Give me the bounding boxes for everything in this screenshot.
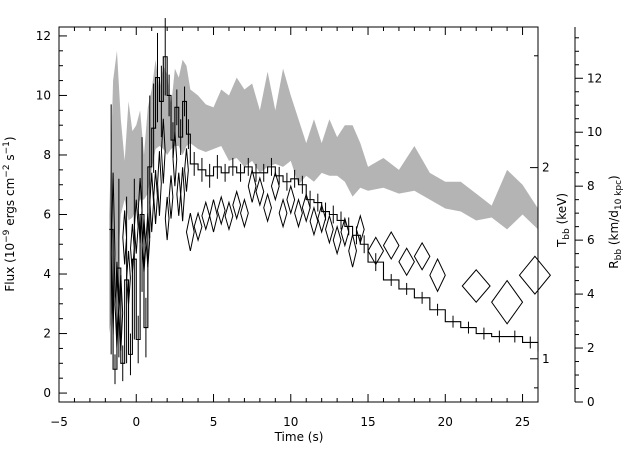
x-tick-label: −5: [50, 415, 68, 429]
y-axis-title-temperature: Tbb (keV): [555, 193, 572, 248]
x-tick-label: 10: [283, 415, 298, 429]
radius-diamond: [180, 167, 185, 222]
x-tick-label: 15: [360, 415, 375, 429]
radius-diamond: [367, 236, 385, 266]
radius-diamond: [518, 255, 552, 295]
flux-tick-label: 2: [43, 327, 51, 341]
y-axis-title-flux: Flux (10−9 ergs cm−2 s−1): [2, 136, 17, 291]
radius-diamond: [164, 196, 170, 241]
radius-diamond: [172, 132, 178, 187]
radius-diamond: [348, 234, 357, 268]
radius-diamond: [153, 169, 158, 224]
radius-tick-label: 10: [587, 125, 602, 139]
radius-diamond: [209, 199, 218, 233]
x-tick-label: 25: [515, 415, 530, 429]
radius-tick-label: 8: [587, 179, 595, 193]
radius-diamond: [270, 170, 280, 202]
y-axis-flux: 0 2 4 6 8 10 12: [36, 29, 67, 400]
radius-tick-label: 0: [587, 395, 595, 409]
radius-diamond: [160, 118, 166, 184]
radius-diamond: [130, 223, 135, 273]
radius-diamond: [398, 247, 415, 277]
y-axis-radius: 0 2 4 6 8 10 12: [575, 37, 602, 409]
radius-diamond: [301, 192, 311, 224]
radius-tick-label: 12: [587, 71, 602, 85]
radius-diamond: [114, 261, 120, 349]
x-axis-title: Time (s): [274, 430, 324, 444]
radius-diamond: [201, 200, 211, 232]
y-axis-temperature: 12: [530, 55, 550, 389]
x-axis: −5 0 5 10 15 20 25: [50, 27, 539, 429]
radius-diamond: [247, 169, 257, 203]
band-layer: [109, 50, 538, 334]
temperature-tick-label: 1: [542, 352, 550, 366]
diamond-layer: [110, 118, 552, 351]
radius-diamond: [317, 203, 327, 234]
flux-tick-label: 4: [43, 267, 51, 281]
radius-tick-label: 6: [587, 233, 595, 247]
radius-diamond: [157, 151, 162, 216]
temperature-tick-label: 2: [542, 161, 550, 175]
flux-tick-label: 10: [36, 88, 51, 102]
radius-diamond: [122, 210, 128, 265]
radius-diamond: [185, 213, 195, 252]
radius-diamond: [133, 199, 139, 254]
radius-diamond: [216, 195, 226, 226]
radius-diamond: [278, 197, 288, 229]
radius-diamond: [413, 241, 431, 271]
radius-diamond: [429, 257, 446, 293]
radius-tick-label: 2: [587, 341, 595, 355]
radius-diamond: [118, 275, 124, 351]
flux-tick-label: 0: [43, 386, 51, 400]
radius-diamond: [176, 172, 182, 216]
radius-diamond: [193, 211, 203, 242]
radius-diamond: [149, 172, 155, 233]
x-tick-label: 20: [438, 415, 453, 429]
radius-diamond: [340, 216, 350, 248]
flux-tick-label: 8: [43, 148, 51, 162]
radius-diamond: [355, 214, 365, 245]
radius-diamond: [332, 224, 342, 256]
flux-histogram-line: [109, 56, 539, 370]
radius-diamond: [232, 189, 242, 221]
radius-diamond: [145, 213, 151, 268]
radius-diamond: [110, 172, 116, 335]
radius-diamond: [294, 197, 303, 229]
radius-diamond: [240, 197, 249, 229]
radius-diamond: [461, 269, 491, 303]
radius-diamond: [224, 200, 234, 232]
flux-tick-label: 6: [43, 208, 51, 222]
x-tick-label: 5: [210, 415, 218, 429]
radius-diamond: [137, 178, 143, 243]
radius-tick-label: 4: [587, 287, 595, 301]
y-axis-title-radius: Rbb (km/d10 kpc): [607, 175, 624, 268]
radius-diamond: [309, 205, 319, 237]
radius-diamond: [255, 176, 265, 207]
radius-diamond: [141, 218, 147, 273]
x-tick-label: 0: [132, 415, 140, 429]
radius-diamond: [325, 214, 334, 245]
flux-tick-label: 12: [36, 29, 51, 43]
radius-diamond: [382, 231, 400, 261]
radius-diamond: [184, 148, 189, 192]
radius-diamond: [286, 184, 296, 215]
radius-diamond: [491, 279, 524, 325]
temperature-band: [109, 50, 538, 334]
radius-diamond: [168, 175, 174, 219]
radius-diamond: [126, 250, 131, 305]
radius-diamond: [263, 192, 272, 224]
